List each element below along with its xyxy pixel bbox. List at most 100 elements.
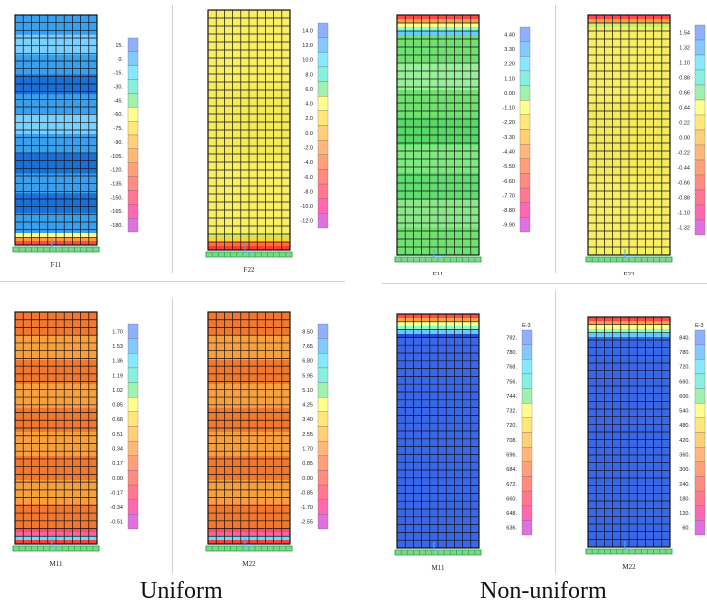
- legend-value: -90.: [114, 140, 124, 146]
- panel-label: M11: [432, 564, 445, 572]
- legend-swatch: [519, 41, 531, 57]
- group-label-uniform: Uniform: [140, 578, 223, 604]
- legend-value: -60.: [114, 112, 124, 118]
- contour-plot-nonuniform-m11: M11 E-3 792. 780. 768. 756. 744. 732. 720. 708. 69…: [394, 313, 533, 572]
- legend-swatch: [127, 134, 139, 150]
- legend-swatch: [127, 411, 139, 427]
- divider-bottom-right: [555, 290, 556, 574]
- legend-swatch: [127, 353, 139, 369]
- support-ticks: [394, 550, 482, 555]
- legend-swatch: [694, 99, 706, 116]
- legend-value: -2.0: [304, 145, 313, 151]
- legend-swatch: [127, 484, 139, 500]
- legend-value: 6.0: [305, 87, 313, 93]
- legend-swatch: [519, 202, 531, 218]
- legend-value: 672.: [506, 482, 517, 488]
- legend-swatch: [519, 129, 531, 145]
- legend-swatch: [521, 476, 533, 492]
- legend-value: -0.85: [300, 490, 313, 496]
- legend-value: -5.50: [502, 164, 515, 170]
- legend-swatch: [317, 154, 329, 170]
- legend-value: 696.: [506, 452, 517, 458]
- legend-value: 720.: [506, 423, 517, 429]
- legend-swatch: [127, 51, 139, 66]
- contour-plot-uniform-m11: M11 1.70 1.53 1.36 1.19 1.02 0.85 0.68 0.51 0.34 0…: [12, 311, 139, 568]
- legend-value: -0.17: [110, 490, 123, 496]
- legend-value: 5.95: [302, 373, 313, 379]
- legend-value: -0.51: [110, 520, 123, 526]
- legend-swatch: [317, 96, 329, 112]
- legend-swatch: [694, 432, 706, 448]
- legend-value: 1.32: [679, 46, 690, 52]
- axis-triad-icon: [51, 239, 60, 248]
- legend-swatch: [521, 490, 533, 506]
- legend-value: 540.: [679, 409, 690, 415]
- mesh-outline: [396, 14, 480, 256]
- legend-value: 1.70: [302, 446, 313, 452]
- legend-value: -0.88: [677, 196, 690, 202]
- legend-swatch: [519, 85, 531, 101]
- legend-swatch: [519, 114, 531, 130]
- legend-value: -2.55: [300, 520, 313, 526]
- legend-value: 240.: [679, 482, 690, 488]
- legend-value: 660.: [506, 496, 517, 502]
- legend-value: -10.0: [300, 204, 313, 210]
- legend-swatch: [694, 174, 706, 191]
- legend-swatch: [694, 388, 706, 404]
- legend-value: 0.68: [112, 417, 123, 423]
- legend-swatch: [317, 81, 329, 97]
- legend-swatch: [127, 426, 139, 442]
- panel-uniform-f22: F22 14.0 12.0 10.0 8.0 6.0 4.0 2.0 0.0 -2.0 -4.0 -6…: [175, 5, 343, 275]
- support-ticks: [585, 257, 673, 262]
- support-ticks: [585, 549, 673, 554]
- legend-swatch: [317, 52, 329, 68]
- legend-value: -8.0: [304, 189, 313, 195]
- legend-swatch: [317, 499, 329, 515]
- legend-swatch: [521, 432, 533, 448]
- support-ticks: [394, 257, 482, 262]
- support-ticks: [205, 546, 293, 551]
- legend-swatch: [519, 100, 531, 116]
- legend-value: 6.80: [302, 359, 313, 365]
- legend-value: 300.: [679, 467, 690, 473]
- legend-value: 2.55: [302, 432, 313, 438]
- legend-value: 636.: [506, 526, 517, 532]
- legend-value: 1.19: [112, 373, 123, 379]
- legend-swatch: [127, 65, 139, 80]
- divider-horizontal-right: [382, 283, 707, 284]
- panel-nonuniform-f11: F11 4.40 3.30 2.20 1.10 0.00 -1.10 -2.20 -3.30 -4…: [385, 5, 553, 275]
- axis-triad-icon: [624, 249, 633, 258]
- legend-swatch: [317, 198, 329, 214]
- legend-value: 600.: [679, 394, 690, 400]
- legend-swatch: [694, 144, 706, 161]
- legend-value: -105.: [110, 154, 123, 160]
- legend-swatch: [521, 403, 533, 419]
- legend-swatch: [519, 173, 531, 189]
- legend-swatch: [694, 446, 706, 462]
- legend-value: 14.0: [302, 28, 313, 34]
- legend-value: 60.: [682, 526, 690, 532]
- panel-label: M22: [242, 560, 256, 568]
- legend-swatch: [521, 461, 533, 477]
- legend-swatch: [127, 338, 139, 354]
- legend-value: 0.00: [679, 136, 690, 142]
- legend-swatch: [127, 93, 139, 108]
- legend-swatch: [317, 353, 329, 369]
- legend-swatch: [521, 388, 533, 404]
- legend-value: 4.25: [302, 403, 313, 409]
- legend-value: -1.32: [677, 226, 690, 232]
- legend-value: 0.88: [679, 76, 690, 82]
- panel-label: F22: [244, 266, 255, 274]
- legend-swatch: [127, 323, 139, 339]
- mesh-outline: [207, 311, 291, 545]
- legend-swatch: [521, 329, 533, 345]
- legend-value: 1.70: [112, 329, 123, 335]
- legend-swatch: [694, 417, 706, 433]
- legend-swatch: [519, 26, 531, 42]
- contour-plot-nonuniform-f22: F22 1.54 1.32 1.10 0.88 0.66 0.44 0.22 0.00 -0.22…: [585, 14, 706, 275]
- legend-swatch: [317, 213, 329, 229]
- panel-label: M11: [50, 560, 63, 568]
- legend-value: -2.20: [502, 120, 515, 126]
- contour-plot-nonuniform-f11: F11 4.40 3.30 2.20 1.10 0.00 -1.10 -2.20 -3.30 -4…: [394, 14, 531, 275]
- legend-swatch: [694, 373, 706, 389]
